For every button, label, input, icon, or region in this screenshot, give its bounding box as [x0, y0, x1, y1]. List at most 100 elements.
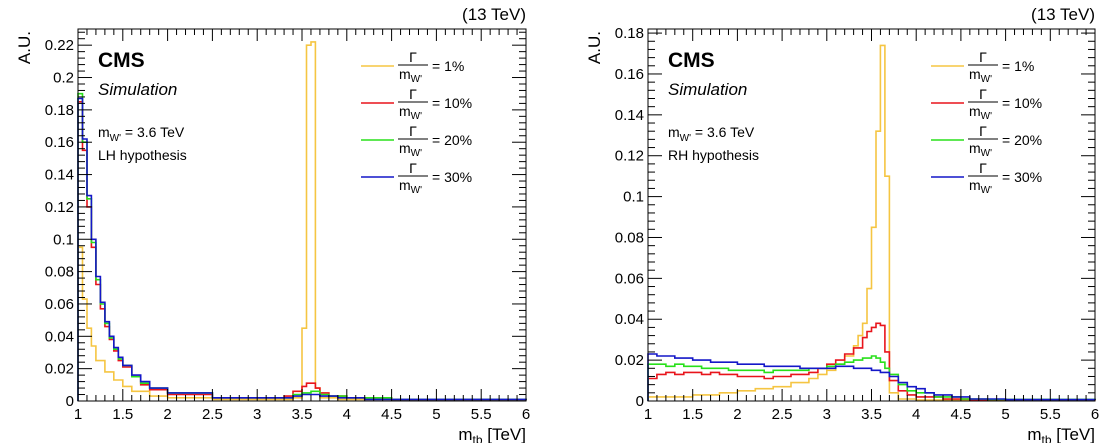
x-tick-label: 4.5 [381, 406, 402, 423]
x-axis-title-sub: tb [473, 433, 483, 443]
x-axis-title: mtb [TeV] [458, 425, 526, 443]
y-tick-label: 0.16 [45, 134, 74, 151]
legend-denominator: mW' [399, 177, 422, 196]
x-axis-title-main: m [458, 425, 472, 443]
legend-denominator-m: m [399, 177, 411, 193]
legend-gamma-symbol: Γ [409, 49, 417, 65]
hypothesis-label: RH hypothesis [668, 147, 759, 163]
y-tick-label: 0.08 [45, 264, 74, 281]
legend-gamma-symbol: Γ [409, 160, 417, 176]
chart-panel-rh: 1 1.5 2 2.5 3 3.5 4 4.5 5 5.5 6 0 0.02 0.04 0.06 0.08 0.… [585, 5, 1099, 447]
legend-gamma-symbol: Γ [979, 86, 987, 102]
legend-label: = 30% [1002, 169, 1042, 185]
x-axis-title: mtb [TeV] [1027, 425, 1095, 443]
legend-denominator-sub: W' [411, 111, 422, 122]
legend-label: = 20% [432, 132, 472, 148]
legend-label: = 20% [1002, 132, 1042, 148]
simulation-label: Simulation [668, 80, 747, 99]
legend-denominator-sub: W' [981, 185, 992, 196]
legend-denominator-sub: W' [411, 148, 422, 159]
mass-info: mW' = 3.6 TeV [98, 124, 185, 144]
mass-info-main: m [98, 124, 110, 140]
legend-denominator-m: m [969, 177, 981, 193]
x-tick-label: 6 [1091, 406, 1099, 423]
y-tick-label: 0.08 [615, 229, 644, 246]
legend-denominator-m: m [399, 140, 411, 156]
x-axis-title-tail: [TeV] [483, 425, 526, 443]
y-axis: 0 0.02 0.04 0.06 0.08 0.1 0.12 0.14 0.16 0.18 0.2 0… [45, 31, 526, 410]
y-tick-label: 0 [66, 393, 74, 410]
x-tick-label: 1 [644, 406, 652, 423]
x-tick-label: 1 [74, 406, 82, 423]
legend-gamma-symbol: Γ [979, 123, 987, 139]
cms-label: CMS [668, 49, 715, 72]
simulation-label: Simulation [98, 80, 177, 99]
legend-denominator-m: m [969, 66, 981, 82]
legend-label: = 10% [1002, 95, 1042, 111]
energy-label: (13 TeV) [1031, 5, 1095, 24]
y-tick-label: 0.12 [615, 148, 644, 165]
legend-denominator-sub: W' [981, 148, 992, 159]
legend-denominator-m: m [969, 140, 981, 156]
x-tick-label: 2 [163, 406, 171, 423]
legend-item: ΓmW' = 10% [931, 86, 1042, 122]
legend-denominator-m: m [399, 103, 411, 119]
x-tick-label: 3 [253, 406, 261, 423]
y-tick-label: 0.18 [615, 25, 644, 42]
y-tick-label: 0.1 [53, 231, 74, 248]
legend-item: ΓmW' = 1% [361, 49, 464, 85]
mass-info-main: m [668, 124, 680, 140]
legend-label: = 1% [1002, 58, 1034, 74]
legend-item: ΓmW' = 30% [931, 160, 1042, 196]
legend-denominator: mW' [399, 140, 422, 159]
x-tick-label: 3.5 [292, 406, 313, 423]
legend-gamma-symbol: Γ [409, 86, 417, 102]
y-tick-label: 0.04 [45, 328, 74, 345]
series-line-30pct [647, 353, 1096, 401]
mass-info-tail: = 3.6 TeV [121, 124, 185, 140]
y-tick-label: 0.14 [615, 107, 644, 124]
x-tick-label: 3 [823, 406, 831, 423]
legend-gamma-symbol: Γ [409, 123, 417, 139]
y-tick-label: 0.06 [45, 296, 74, 313]
y-axis: 0 0.02 0.04 0.06 0.08 0.1 0.12 0.14 0.16 0.18 [615, 25, 1095, 410]
x-tick-label: 5 [432, 406, 440, 423]
legend-gamma-symbol: Γ [979, 49, 987, 65]
legend-denominator-sub: W' [981, 74, 992, 85]
x-tick-label: 2 [733, 406, 741, 423]
y-tick-label: 0.12 [45, 199, 74, 216]
y-tick-label: 0.22 [45, 37, 74, 54]
legend-denominator: mW' [969, 103, 992, 122]
y-tick-label: 0.16 [615, 66, 644, 83]
x-tick-label: 4.5 [950, 406, 971, 423]
legend-item: ΓmW' = 20% [931, 123, 1042, 159]
legend-denominator: mW' [969, 177, 992, 196]
x-axis: 1 1.5 2 2.5 3 3.5 4 4.5 5 5.5 6 [644, 29, 1099, 423]
y-tick-label: 0.02 [45, 361, 74, 378]
legend-denominator-m: m [399, 66, 411, 82]
legend-label: = 10% [432, 95, 472, 111]
y-tick-label: 0 [636, 393, 644, 410]
y-tick-label: 0.18 [45, 102, 74, 119]
legend-denominator: mW' [969, 66, 992, 85]
y-tick-label: 0.02 [615, 352, 644, 369]
legend-label: = 1% [432, 58, 464, 74]
x-tick-label: 2.5 [202, 406, 223, 423]
y-tick-label: 0.06 [615, 270, 644, 287]
energy-label: (13 TeV) [462, 5, 526, 24]
x-tick-label: 1.5 [112, 406, 133, 423]
legend-denominator-m: m [969, 103, 981, 119]
mass-info-tail: = 3.6 TeV [691, 124, 755, 140]
x-tick-label: 5 [1001, 406, 1009, 423]
legend-item: ΓmW' = 10% [361, 86, 472, 122]
legend-item: ΓmW' = 30% [361, 160, 472, 196]
x-tick-label: 5.5 [1040, 406, 1061, 423]
legend-denominator-sub: W' [981, 111, 992, 122]
series-line-30pct [77, 97, 527, 401]
x-tick-label: 4 [912, 406, 920, 423]
legend-item: ΓmW' = 1% [931, 49, 1034, 85]
x-tick-label: 4 [343, 406, 351, 423]
mass-info-sub: W' [680, 133, 691, 144]
legend-gamma-symbol: Γ [979, 160, 987, 176]
